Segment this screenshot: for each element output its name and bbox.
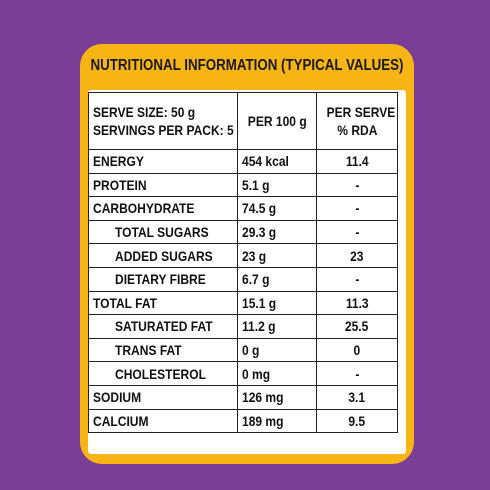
table-row: SATURATED FAT 11.2 g 25.5 xyxy=(88,314,398,339)
rda-value: 3.1 xyxy=(316,384,398,410)
nutrient-name: ADDED SUGARS xyxy=(88,243,238,268)
rda-value: - xyxy=(316,196,398,221)
label-title: NUTRITIONAL INFORMATION (TYPICAL VALUES) xyxy=(90,57,404,74)
per-100g-value: 454 kcal xyxy=(237,149,317,174)
per-100g-value: 29.3 g xyxy=(237,219,317,245)
table-row: DIETARY FIBRE 6.7 g - xyxy=(88,266,398,292)
per-100g-value: 126 mg xyxy=(237,384,317,410)
table-row: CHOLESTEROL 0 mg - xyxy=(88,361,398,386)
rda-value: - xyxy=(316,266,398,292)
nutrient-name: CARBOHYDRATE xyxy=(88,196,238,221)
table-row: TOTAL FAT 15.1 g 11.3 xyxy=(88,290,398,316)
nutrient-name: SATURATED FAT xyxy=(88,314,238,339)
per-100g-value: 74.5 g xyxy=(237,196,317,221)
rda-value: 9.5 xyxy=(316,408,398,434)
per-100g-value: 5.1 g xyxy=(237,172,317,198)
table-row: ADDED SUGARS 23 g 23 xyxy=(88,243,398,268)
nutrient-name: TOTAL SUGARS xyxy=(88,219,238,245)
table-row: TOTAL SUGARS 29.3 g - xyxy=(88,219,398,245)
per-100g-value: 11.2 g xyxy=(237,314,317,339)
per-100g-value: 23 g xyxy=(237,243,317,268)
table-header-row: SERVE SIZE: 50 g SERVINGS PER PACK: 5 PE… xyxy=(88,92,398,150)
rda-value: 0 xyxy=(316,337,398,363)
nutrient-name: SODIUM xyxy=(88,384,238,410)
per-100g-value: 0 mg xyxy=(237,361,317,386)
rda-value: 23 xyxy=(316,243,398,268)
rda-value: - xyxy=(316,361,398,386)
rda-value: 25.5 xyxy=(316,314,398,339)
table-row: CALCIUM 189 mg 9.5 xyxy=(88,408,398,434)
label-header: NUTRITIONAL INFORMATION (TYPICAL VALUES) xyxy=(80,44,414,88)
serve-info-cell: SERVE SIZE: 50 g SERVINGS PER PACK: 5 xyxy=(88,92,238,150)
nutrient-name: ENERGY xyxy=(88,149,238,174)
table-row: PROTEIN 5.1 g - xyxy=(88,172,398,198)
table-row: CARBOHYDRATE 74.5 g - xyxy=(88,196,398,221)
per-100g-value: 189 mg xyxy=(237,408,317,434)
per-100g-header: PER 100 g xyxy=(237,92,317,150)
nutrient-name: DIETARY FIBRE xyxy=(88,266,238,292)
nutrient-name: CALCIUM xyxy=(88,408,238,434)
nutrient-name: TRANS FAT xyxy=(88,337,238,363)
rda-value: - xyxy=(316,172,398,198)
table-row: SODIUM 126 mg 3.1 xyxy=(88,384,398,410)
rda-value: 11.4 xyxy=(316,149,398,174)
serve-size: SERVE SIZE: 50 g xyxy=(93,104,196,120)
servings-per-pack: SERVINGS PER PACK: 5 xyxy=(93,122,234,138)
nutrient-name: CHOLESTEROL xyxy=(88,361,238,386)
per-100g-value: 0 g xyxy=(237,337,317,363)
rda-value: 11.3 xyxy=(316,290,398,316)
rda-value: - xyxy=(316,219,398,245)
per-serve-rda-header: PER SERVE % RDA xyxy=(316,92,398,150)
nutrient-name: PROTEIN xyxy=(88,172,238,198)
nutrition-table: SERVE SIZE: 50 g SERVINGS PER PACK: 5 PE… xyxy=(88,92,398,434)
per-100g-value: 6.7 g xyxy=(237,266,317,292)
table-row: ENERGY 454 kcal 11.4 xyxy=(88,149,398,174)
nutrient-name: TOTAL FAT xyxy=(88,290,238,316)
table-row: TRANS FAT 0 g 0 xyxy=(88,337,398,363)
per-100g-value: 15.1 g xyxy=(237,290,317,316)
